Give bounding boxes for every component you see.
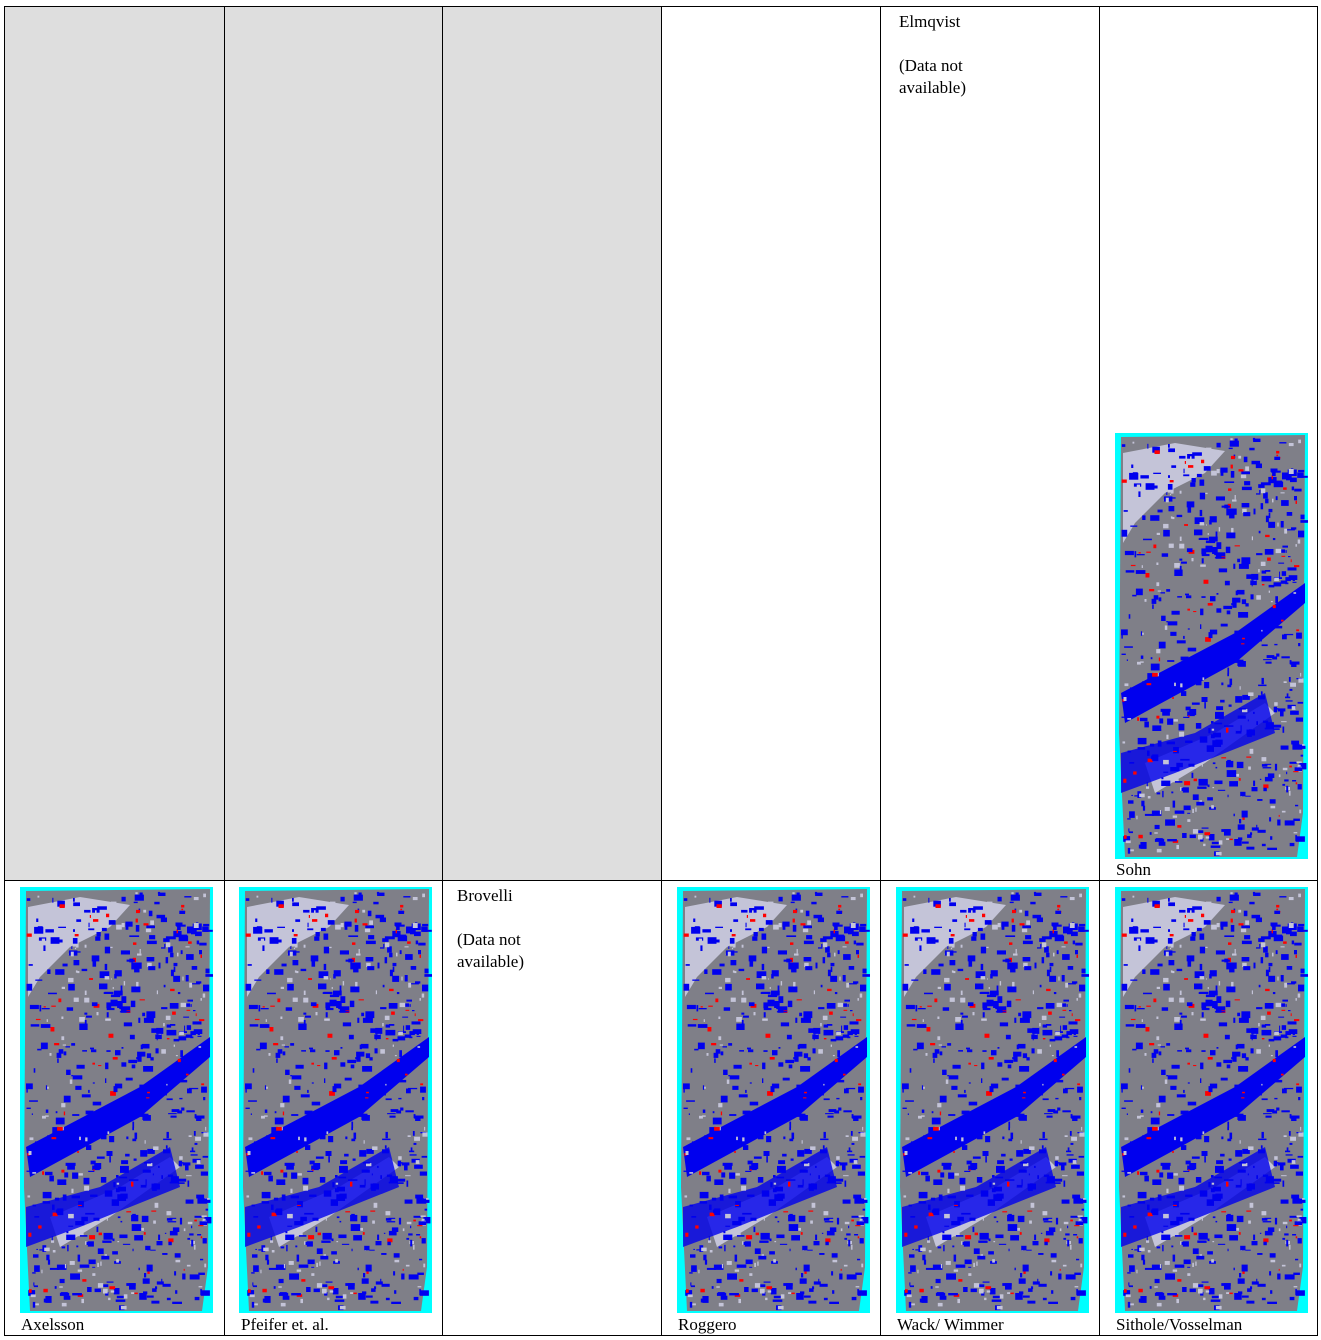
filter-result-image (896, 887, 1089, 1313)
cell: Sohn (1099, 6, 1318, 881)
cell: Sithole/Vosselman (1099, 880, 1318, 1336)
note: (Data not available) (899, 56, 967, 97)
caption: Axelsson (21, 1315, 85, 1334)
method-name: Elmqvist (899, 12, 961, 31)
method-name: Brovelli (457, 886, 513, 905)
empty-cell (661, 6, 881, 881)
cell: Brovelli (Data not available) (442, 880, 662, 1336)
empty-cell (224, 6, 443, 881)
filter-result-image (1115, 887, 1308, 1313)
cell: Axelsson (4, 880, 225, 1336)
filter-result-image (20, 887, 213, 1313)
filter-result-image (239, 887, 432, 1313)
caption: Wack/ Wimmer (897, 1315, 1004, 1334)
note: (Data not available) (457, 930, 525, 971)
empty-cell (442, 6, 662, 881)
cell-text: Brovelli (Data not available) (457, 885, 524, 995)
filter-result-image (1115, 433, 1308, 859)
caption: Sohn (1116, 860, 1151, 879)
filter-result-image (677, 887, 870, 1313)
cell: Roggero (661, 880, 881, 1336)
caption: Roggero (678, 1315, 737, 1334)
empty-cell (4, 6, 225, 881)
cell: Elmqvist (Data not available) (880, 6, 1100, 881)
cell: Wack/ Wimmer (880, 880, 1100, 1336)
caption: Pfeifer et. al. (241, 1315, 329, 1334)
caption: Sithole/Vosselman (1116, 1315, 1243, 1334)
cell-text: Elmqvist (Data not available) (899, 11, 966, 121)
cell: Pfeifer et. al. (224, 880, 443, 1336)
